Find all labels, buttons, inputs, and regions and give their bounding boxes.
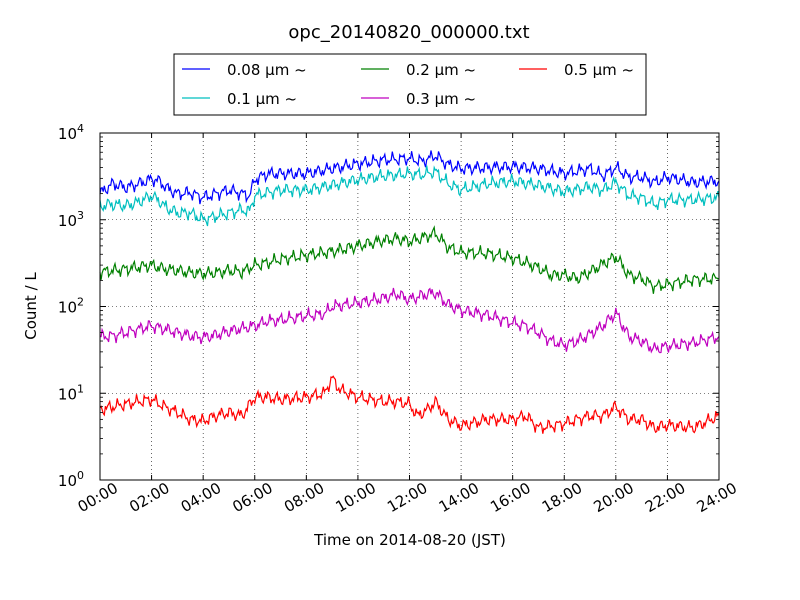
series-line [99, 225, 720, 294]
chart-title: opc_20140820_000000.txt [288, 22, 529, 43]
axis-ticks [99, 132, 720, 481]
x-tick-labels: 00:00 02:00 04:00 06:00 08:00 10:00 12:00 14:00… [75, 479, 740, 516]
y-tick-label: 103 [58, 209, 84, 230]
x-tick-label: 24:00 [694, 479, 740, 516]
x-tick-label: 12:00 [384, 479, 430, 516]
series-line [99, 287, 720, 354]
legend-label: 0.5 μm ~ [564, 61, 634, 79]
y-tick-exponent: 4 [77, 122, 84, 135]
y-tick-exponent: 3 [77, 209, 84, 222]
y-tick-label: 102 [58, 296, 84, 317]
x-tick-label: 18:00 [539, 479, 585, 516]
y-tick-exponent: 2 [77, 296, 84, 309]
series-line [99, 375, 720, 434]
legend-label: 0.2 μm ~ [406, 61, 476, 79]
y-tick-label: 100 [58, 469, 84, 490]
x-axis-label: Time on 2014-08-20 (JST) [313, 531, 506, 549]
legend-box [173, 53, 647, 116]
series-line [99, 150, 720, 205]
x-tick-label: 00:00 [75, 479, 121, 516]
x-tick-label: 10:00 [333, 479, 379, 516]
x-tick-label: 22:00 [642, 479, 688, 516]
legend: 0.08 μm ~ 0.1 μm ~ 0.2 μm ~ 0.3 μm ~ 0.5 μm … [173, 53, 647, 116]
legend-label: 0.3 μm ~ [406, 90, 476, 108]
y-tick-label: 101 [58, 382, 84, 403]
grid [100, 133, 719, 480]
y-tick-exponent: 0 [77, 469, 84, 482]
legend-label: 0.08 μm ~ [227, 61, 307, 79]
x-tick-label: 20:00 [590, 479, 636, 516]
series-lines [99, 150, 720, 434]
y-tick-exponent: 1 [77, 382, 84, 395]
x-tick-label: 14:00 [436, 479, 482, 516]
x-tick-label: 08:00 [281, 479, 327, 516]
y-tick-label: 104 [58, 122, 84, 143]
x-tick-label: 16:00 [487, 479, 533, 516]
y-axis-label: Count / L [22, 272, 40, 340]
x-tick-label: 02:00 [126, 479, 172, 516]
series-line [99, 165, 720, 227]
x-tick-label: 06:00 [229, 479, 275, 516]
x-tick-label: 04:00 [178, 479, 224, 516]
legend-label: 0.1 μm ~ [227, 90, 297, 108]
